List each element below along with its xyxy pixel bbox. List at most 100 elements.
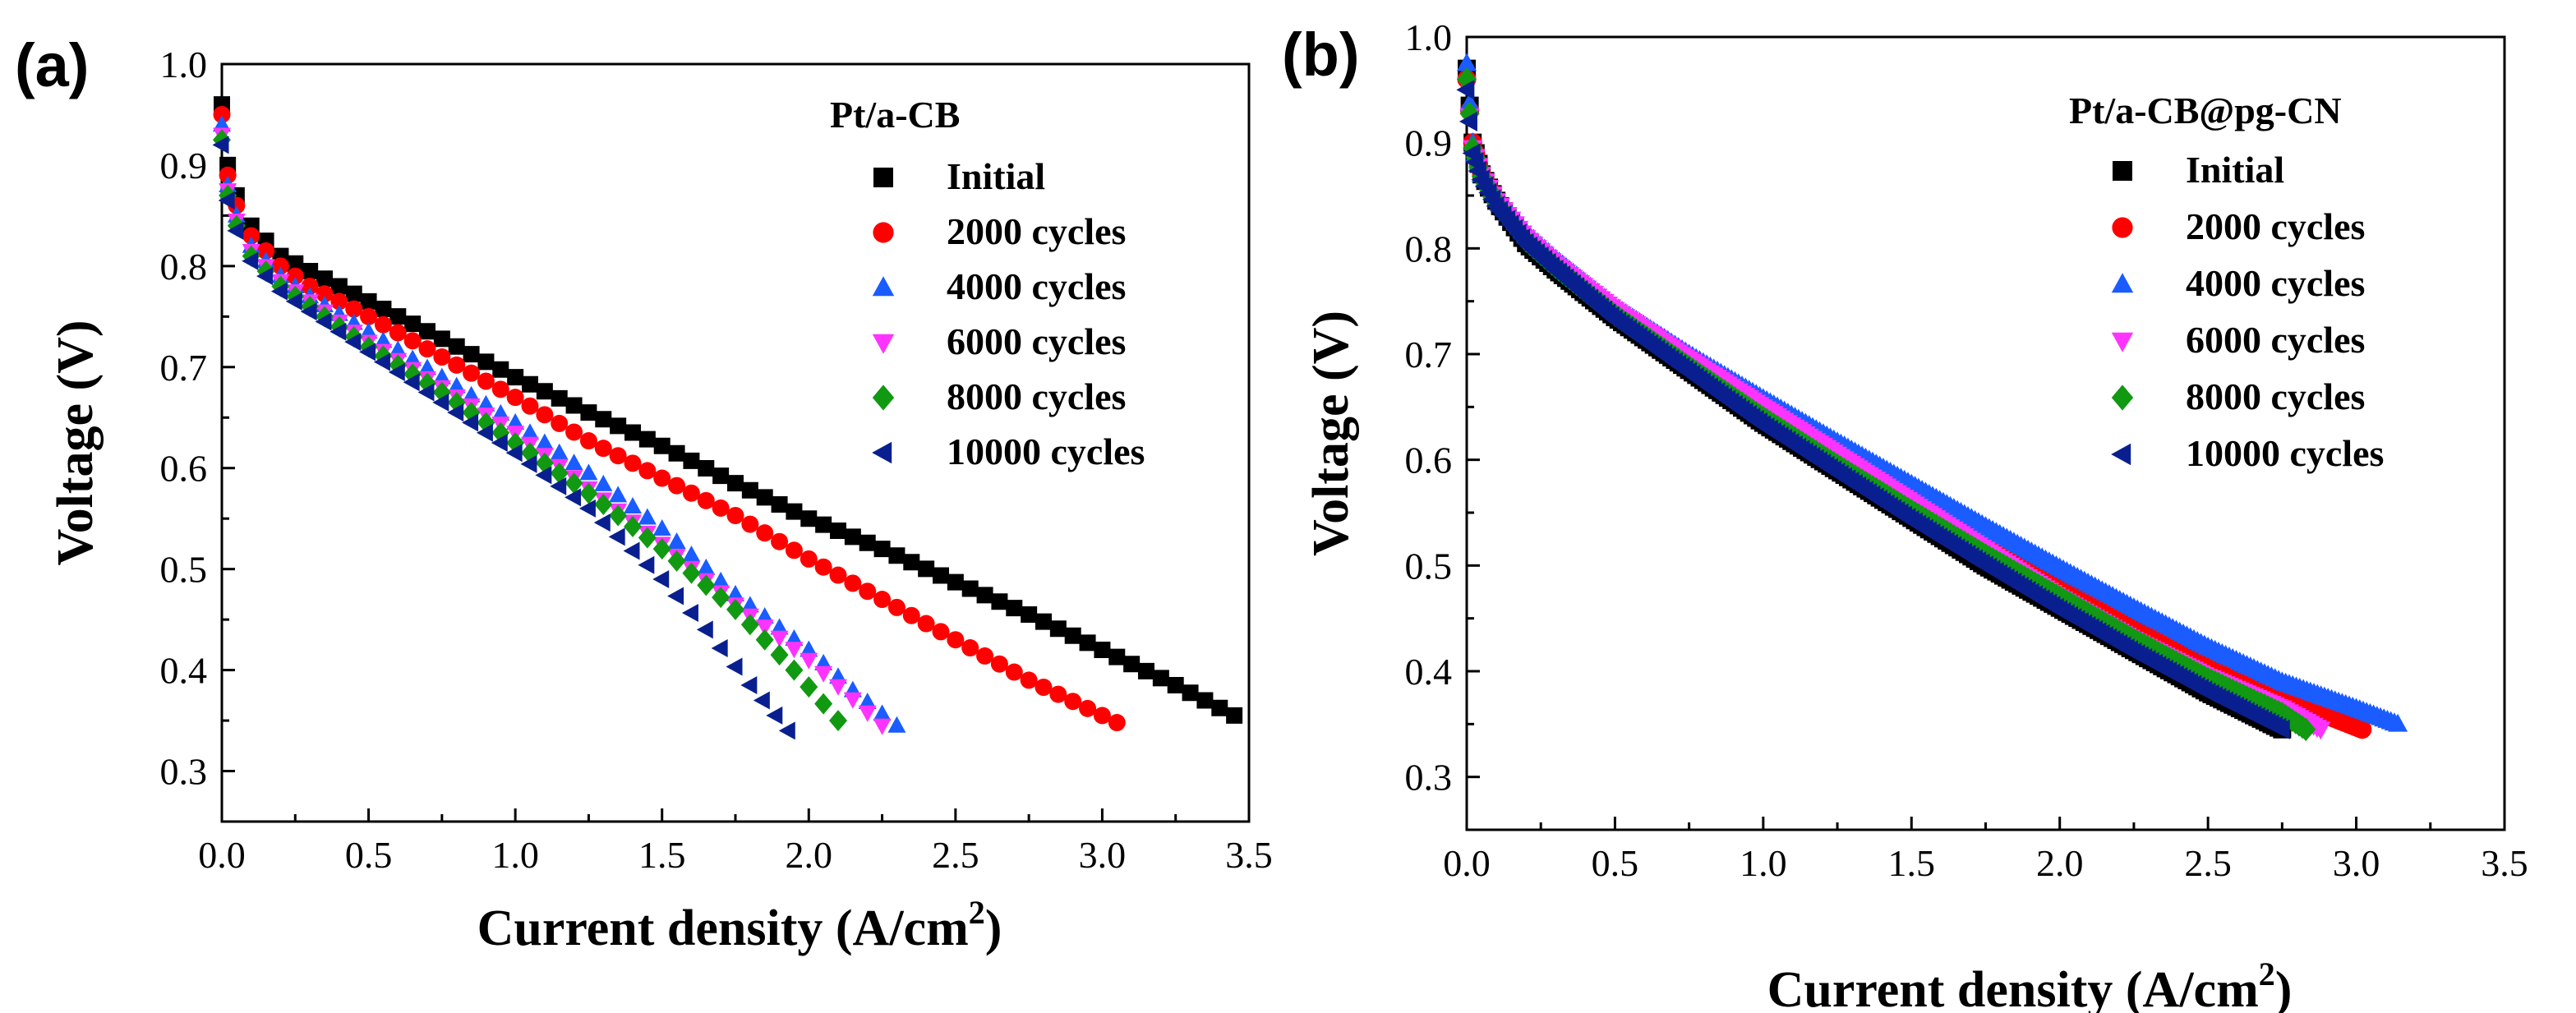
data-point: [843, 692, 862, 709]
data-point: [624, 516, 642, 538]
legend: Pt/a-CB Initial 2000 cycles 4000 cycles 6000…: [830, 94, 1145, 472]
series-initial: [214, 96, 1243, 724]
data-point: [594, 440, 612, 458]
legend-entry: 6000 cycles: [2186, 319, 2365, 361]
data-point: [712, 571, 730, 588]
legend-marker: [2111, 332, 2134, 352]
data-point: [638, 527, 657, 549]
data-point: [551, 389, 568, 407]
data-point: [770, 630, 789, 647]
data-point: [814, 693, 833, 715]
x-tick-label: 1.0: [1740, 842, 1787, 884]
series-10000-cycles: [212, 136, 795, 740]
data-point: [785, 659, 804, 681]
data-point: [463, 364, 481, 382]
data-point: [271, 257, 289, 275]
data-point: [859, 534, 876, 551]
data-point: [800, 550, 818, 568]
data-point: [785, 541, 803, 559]
data-point: [1456, 53, 1477, 71]
data-point: [682, 545, 701, 562]
data-point: [580, 404, 597, 421]
data-point: [800, 640, 818, 657]
data-point: [505, 444, 523, 463]
data-point: [844, 528, 861, 546]
data-point: [285, 292, 302, 311]
x-axis-title: Current density (A/cm2): [1767, 955, 2293, 1013]
data-point: [256, 267, 274, 286]
data-point: [578, 499, 596, 518]
data-point: [2271, 719, 2290, 739]
data-point: [873, 541, 891, 558]
data-point: [491, 434, 508, 452]
legend-marker: [2111, 273, 2134, 293]
data-point: [477, 394, 495, 412]
data-point: [491, 380, 509, 398]
data-point: [345, 300, 363, 318]
data-point: [448, 356, 466, 374]
data-point: [219, 166, 237, 184]
data-point: [697, 491, 715, 509]
legend-entry: Initial: [947, 155, 1045, 197]
legend-marker: [872, 276, 895, 297]
data-point: [360, 307, 378, 325]
x-axis-title-close: ): [985, 900, 1002, 956]
legend-title: Pt/a-CB@pg-CN: [2069, 90, 2342, 131]
data-point: [873, 718, 892, 735]
y-axis-title: Voltage (V): [48, 320, 104, 565]
data-point: [888, 547, 906, 564]
data-point: [448, 338, 465, 355]
legend-marker: [873, 168, 893, 187]
y-tick-label: 0.4: [1405, 651, 1453, 693]
data-point: [550, 462, 569, 484]
x-tick-label: 3.0: [2333, 842, 2380, 884]
y-axis-title: Voltage (V): [1303, 311, 1359, 556]
data-point: [270, 282, 288, 301]
data-point: [638, 508, 657, 525]
data-point: [389, 340, 408, 357]
data-point: [653, 437, 670, 454]
chart-panel-b: (b) 0.0 0.5 1.0 1.5 2.0 2.5 3.0 3.5 0.3 0.4 0.5 0.6 0…: [1282, 16, 2528, 1013]
data-point: [756, 489, 773, 506]
legend-entry: 2000 cycles: [947, 210, 1126, 252]
data-point: [1006, 600, 1023, 617]
data-point: [858, 705, 877, 722]
data-point: [858, 693, 877, 710]
data-point: [404, 315, 422, 333]
data-point: [360, 292, 377, 310]
x-tick-label: 2.5: [932, 834, 979, 876]
x-tick-label: 3.5: [2481, 842, 2528, 884]
data-point: [623, 541, 640, 560]
data-point: [756, 524, 774, 542]
legend-title: Pt/a-CB: [830, 94, 960, 136]
legend-entry: 2000 cycles: [2186, 205, 2365, 247]
x-axis-title-superscript: 2: [2259, 955, 2275, 992]
data-point: [976, 587, 993, 604]
data-point: [740, 596, 759, 613]
data-point: [741, 515, 759, 533]
data-point: [507, 369, 524, 386]
legend-entry: 8000 cycles: [947, 375, 1126, 417]
data-point: [697, 574, 716, 596]
data-point: [477, 353, 495, 371]
series-6000-cycles: [213, 127, 892, 735]
data-point: [726, 657, 743, 676]
panel-label: (a): [15, 31, 89, 99]
data-point: [829, 710, 847, 732]
data-point: [551, 414, 569, 432]
data-point: [419, 323, 435, 340]
data-point: [624, 454, 642, 472]
data-point: [432, 393, 449, 412]
data-point: [800, 652, 818, 670]
data-point: [697, 558, 716, 575]
data-point: [550, 477, 567, 495]
data-point: [696, 620, 713, 639]
data-point: [829, 566, 847, 584]
data-point: [418, 340, 436, 358]
y-tick-label: 0.7: [1405, 334, 1453, 375]
data-point: [329, 322, 347, 341]
data-point: [1456, 67, 1477, 91]
data-point: [785, 629, 804, 646]
data-point: [800, 676, 818, 698]
data-point: [330, 278, 348, 295]
